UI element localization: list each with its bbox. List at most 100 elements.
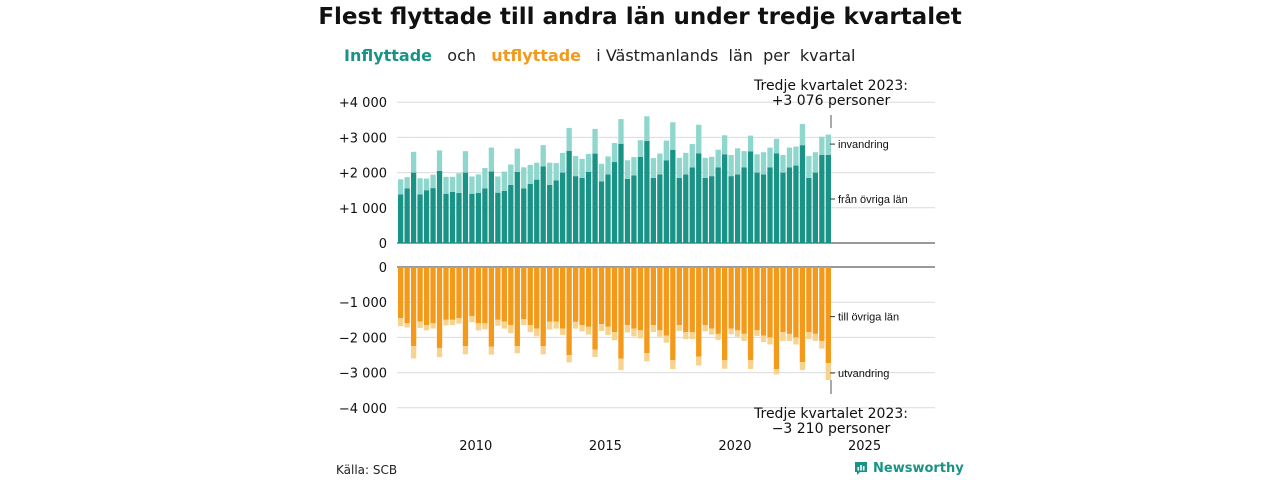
bar-till-ovriga-lan [456, 267, 462, 319]
bar-utvandring [508, 325, 514, 334]
bar-fran-ovriga-lan [754, 172, 760, 243]
bar-utvandring [734, 330, 741, 337]
bar-till-ovriga-lan [644, 267, 650, 354]
bar-utvandring [786, 333, 793, 341]
bar-utvandring [709, 328, 715, 335]
bar-invandring [773, 138, 780, 154]
bar-fran-ovriga-lan [579, 177, 585, 243]
bar-till-ovriga-lan [637, 267, 644, 331]
bar-till-ovriga-lan [585, 267, 592, 327]
annotation-bottom-line1: Tredje kvartalet 2023: [753, 406, 908, 422]
bar-fran-ovriga-lan [760, 174, 767, 243]
bar-till-ovriga-lan [624, 267, 631, 326]
bar-invandring [566, 127, 572, 151]
bar-invandring [579, 158, 585, 178]
bar-till-ovriga-lan [404, 267, 410, 324]
bar-utvandring [417, 321, 423, 328]
bar-fran-ovriga-lan [404, 188, 410, 243]
bar-invandring [819, 136, 825, 155]
bar-invandring [696, 124, 702, 154]
bar-invandring [398, 179, 404, 195]
bar-fran-ovriga-lan [547, 184, 553, 243]
bar-fran-ovriga-lan [585, 171, 592, 243]
bar-till-ovriga-lan [734, 267, 741, 331]
label-fran-ovriga-lan: från övriga län [838, 194, 908, 206]
bar-fran-ovriga-lan [598, 181, 605, 243]
label-till-ovriga-lan: till övriga län [838, 312, 899, 324]
bar-fran-ovriga-lan [780, 172, 786, 243]
bar-till-ovriga-lan [754, 267, 760, 331]
bar-utvandring [722, 360, 728, 369]
bar-fran-ovriga-lan [534, 179, 540, 243]
source-note: Källa: SCB [336, 463, 398, 477]
bar-till-ovriga-lan [819, 267, 825, 341]
bar-till-ovriga-lan [436, 267, 443, 348]
bar-utvandring [624, 325, 631, 333]
bar-invandring [553, 163, 559, 181]
bar-utvandring [773, 369, 780, 375]
bar-invandring [806, 156, 812, 178]
x-tick-label: 2010 [459, 439, 492, 454]
chart-subtitle: Inflyttade och utflyttade i Västmanlands… [344, 46, 855, 65]
x-tick-label: 2025 [848, 439, 881, 454]
bar-till-ovriga-lan [786, 267, 793, 334]
bar-till-ovriga-lan [527, 267, 533, 326]
newsworthy-logo: Newsworthy [854, 461, 964, 476]
bar-till-ovriga-lan [482, 267, 488, 324]
bar-invandring [540, 145, 546, 167]
bar-utvandring [585, 326, 592, 335]
bar-utvandring [456, 318, 462, 324]
bar-fran-ovriga-lan [611, 162, 618, 243]
bar-invandring [715, 149, 721, 168]
y-tick-label: 0 [379, 261, 387, 276]
bar-till-ovriga-lan [566, 267, 572, 355]
annotation-bottom-line2: −3 210 personer [772, 421, 891, 437]
bar-fran-ovriga-lan [702, 177, 708, 243]
bar-fran-ovriga-lan [495, 192, 501, 243]
bar-utvandring [618, 358, 624, 371]
bar-invandring [482, 168, 488, 189]
bar-fran-ovriga-lan [676, 177, 682, 243]
bar-utvandring [449, 319, 456, 326]
y-tick-label: +3 000 [339, 131, 387, 146]
bar-utvandring [605, 326, 611, 335]
bar-till-ovriga-lan [663, 267, 669, 336]
bar-utvandring [611, 332, 618, 341]
y-tick-label: 0 [379, 237, 387, 252]
bar-fran-ovriga-lan [806, 177, 812, 243]
bar-till-ovriga-lan [514, 267, 520, 347]
bar-till-ovriga-lan [702, 267, 708, 326]
bar-utvandring [650, 325, 657, 333]
bar-invandring [443, 176, 449, 194]
bar-invandring [676, 157, 682, 178]
bar-invandring [508, 164, 514, 185]
bar-invandring [423, 178, 430, 191]
bar-fran-ovriga-lan [722, 154, 728, 243]
bar-fran-ovriga-lan [592, 153, 598, 243]
bar-invandring [760, 152, 767, 175]
bar-fran-ovriga-lan [825, 155, 831, 243]
bar-till-ovriga-lan [747, 267, 754, 361]
bar-fran-ovriga-lan [475, 193, 482, 243]
bar-utvandring [676, 325, 682, 332]
bar-utvandring [663, 335, 669, 343]
bar-utvandring [670, 360, 676, 370]
bar-invandring [501, 171, 507, 191]
bar-utvandring [702, 325, 708, 332]
bar-fran-ovriga-lan [773, 153, 780, 243]
bar-invandring [417, 178, 423, 195]
bar-invandring [644, 116, 650, 141]
bar-till-ovriga-lan [715, 267, 721, 334]
bar-utvandring [495, 319, 501, 326]
bar-utvandring [553, 321, 559, 329]
bar-utvandring [728, 328, 734, 335]
bar-till-ovriga-lan [508, 267, 514, 326]
bar-till-ovriga-lan [728, 267, 734, 329]
bar-till-ovriga-lan [670, 267, 676, 361]
bar-till-ovriga-lan [469, 267, 475, 317]
bar-till-ovriga-lan [696, 267, 702, 357]
bar-utvandring [443, 319, 449, 326]
bar-utvandring [423, 325, 430, 331]
bar-till-ovriga-lan [410, 267, 417, 347]
bar-fran-ovriga-lan [631, 175, 637, 243]
